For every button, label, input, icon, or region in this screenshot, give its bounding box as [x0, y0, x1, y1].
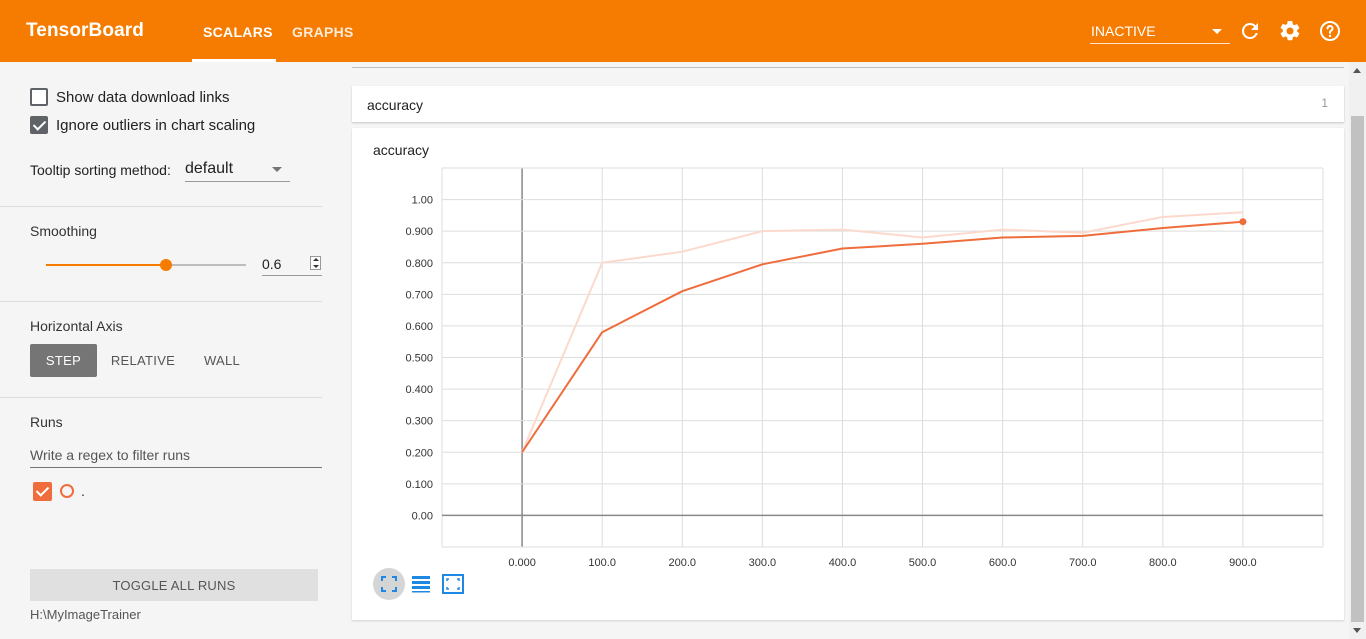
- category-header[interactable]: accuracy 1: [352, 86, 1344, 122]
- chart-card: 0.000 100.0 200.0 300.0 400.0 500.0 600.0 700.0…: [352, 128, 1344, 620]
- log-scale-button[interactable]: [437, 568, 469, 600]
- slider-knob[interactable]: [160, 259, 172, 271]
- x-tick-label: 700.0: [1069, 557, 1097, 569]
- active-tab-indicator: [192, 59, 276, 62]
- y-tick-label: 1.00: [412, 195, 433, 207]
- divider: [0, 301, 322, 302]
- run-filter-placeholder: Write a regex to filter runs: [30, 447, 191, 463]
- haxis-relative-button[interactable]: RELATIVE: [110, 353, 176, 368]
- slider-fill: [46, 264, 166, 266]
- smoothing-input[interactable]: 0.6: [262, 252, 322, 276]
- log-scale-icon: [442, 574, 464, 594]
- y-tick-label: 0.00: [412, 510, 433, 522]
- y-tick-label: 0.300: [405, 416, 433, 428]
- y-axis-ticks: 0.00 0.100 0.200 0.300 0.400 0.500 0.600 0.700 0…: [405, 195, 433, 523]
- toggle-all-runs-button[interactable]: TOGGLE ALL RUNS: [30, 569, 318, 601]
- gear-icon[interactable]: [1278, 19, 1302, 43]
- x-tick-label: 300.0: [749, 557, 777, 569]
- spinner-icon[interactable]: [310, 256, 321, 270]
- category-title: accuracy: [367, 97, 424, 113]
- tooltip-sorting-value: default: [185, 160, 234, 177]
- y-tick-label: 0.200: [405, 447, 433, 459]
- x-tick-label: 100.0: [588, 557, 616, 569]
- fit-domain-icon: [381, 576, 397, 592]
- run-checkbox[interactable]: [33, 481, 52, 501]
- chart-title: accuracy: [373, 142, 430, 158]
- top-app-bar: TensorBoard SCALARS GRAPHS INACTIVE: [0, 0, 1366, 62]
- x-tick-label: 0.000: [508, 557, 536, 569]
- divider: [0, 397, 322, 398]
- category-divider: [352, 62, 1344, 68]
- run-item[interactable]: .: [33, 481, 85, 501]
- run-name: .: [81, 483, 85, 499]
- horizontal-axis-title: Horizontal Axis: [30, 318, 123, 334]
- smoothing-value: 0.6: [262, 256, 282, 272]
- help-icon[interactable]: [1318, 19, 1342, 43]
- haxis-step-button[interactable]: STEP: [30, 344, 97, 377]
- y-tick-label: 0.600: [405, 321, 433, 333]
- page-scrollbar[interactable]: [1349, 62, 1366, 639]
- run-status-dropdown[interactable]: INACTIVE: [1090, 18, 1230, 44]
- x-tick-label: 900.0: [1229, 557, 1257, 569]
- sidebar: Show data download links Ignore outliers…: [0, 62, 342, 639]
- y-tick-label: 0.900: [405, 226, 433, 238]
- show-download-links-label: Show data download links: [56, 88, 230, 106]
- accuracy-chart[interactable]: 0.000 100.0 200.0 300.0 400.0 500.0 600.0 700.0…: [352, 128, 1344, 620]
- divider: [0, 206, 322, 207]
- run-filter-input[interactable]: Write a regex to filter runs: [30, 444, 322, 468]
- tab-graphs[interactable]: GRAPHS: [292, 24, 354, 40]
- y-tick-label: 0.100: [405, 479, 433, 491]
- y-tick-label: 0.400: [405, 384, 433, 396]
- last-point-marker: [1239, 218, 1247, 226]
- ignore-outliers-label: Ignore outliers in chart scaling: [56, 116, 256, 134]
- y-tick-label: 0.700: [405, 289, 433, 301]
- y-tick-label: 0.800: [405, 258, 433, 270]
- tab-scalars[interactable]: SCALARS: [203, 24, 273, 40]
- x-tick-label: 600.0: [989, 557, 1017, 569]
- chevron-down-icon: [1212, 29, 1222, 34]
- tooltip-sorting-dropdown[interactable]: default: [185, 158, 290, 182]
- haxis-wall-button[interactable]: WALL: [203, 353, 241, 368]
- tooltip-sorting-label: Tooltip sorting method:: [30, 162, 171, 178]
- logdir-path: H:\MyImageTrainer: [30, 607, 141, 622]
- chart-lines: [521, 211, 1247, 453]
- checkbox-box[interactable]: [30, 88, 48, 106]
- show-download-links-checkbox[interactable]: Show data download links: [30, 87, 229, 107]
- x-tick-label: 500.0: [909, 557, 937, 569]
- category-count: 1: [1321, 96, 1328, 110]
- app-title: TensorBoard: [26, 20, 144, 41]
- checkbox-box-checked[interactable]: [30, 116, 48, 134]
- smoothing-title: Smoothing: [30, 223, 97, 239]
- y-tick-label: 0.500: [405, 353, 433, 365]
- scroll-up-icon[interactable]: [1353, 68, 1361, 73]
- run-status-label: INACTIVE: [1091, 23, 1156, 39]
- chevron-down-icon: [272, 167, 282, 172]
- x-tick-label: 400.0: [829, 557, 857, 569]
- fit-domain-button[interactable]: [373, 568, 405, 600]
- x-tick-label: 200.0: [669, 557, 697, 569]
- x-tick-label: 800.0: [1149, 557, 1177, 569]
- ignore-outliers-checkbox[interactable]: Ignore outliers in chart scaling: [30, 115, 255, 135]
- run-color-circle-icon: [60, 484, 74, 498]
- scroll-thumb[interactable]: [1351, 116, 1364, 622]
- data-table-button[interactable]: [405, 568, 437, 600]
- x-axis-ticks: 0.000 100.0 200.0 300.0 400.0 500.0 600.0 700.0…: [508, 557, 1256, 569]
- refresh-icon[interactable]: [1238, 19, 1262, 43]
- data-table-icon: [412, 576, 430, 593]
- smoothing-slider[interactable]: [46, 259, 246, 271]
- runs-title: Runs: [30, 414, 63, 430]
- raw-series-line: [521, 211, 1243, 453]
- smoothed-series-line: [521, 220, 1243, 453]
- scroll-down-icon[interactable]: [1353, 628, 1361, 633]
